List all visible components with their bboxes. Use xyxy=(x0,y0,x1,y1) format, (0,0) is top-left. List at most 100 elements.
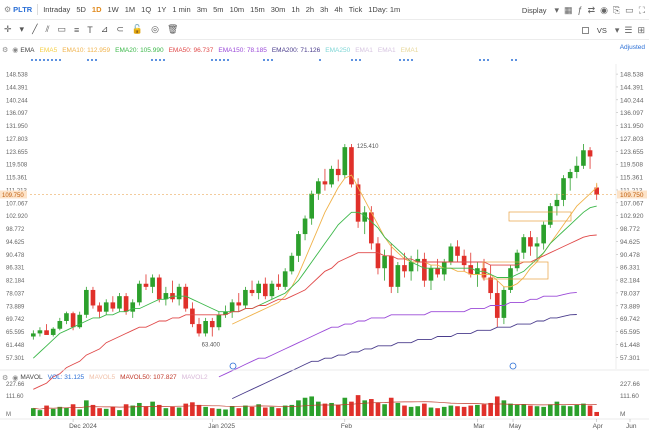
ema-legend-item: EMA10: 112.959 xyxy=(62,46,111,54)
volume-bar xyxy=(123,404,129,416)
shapes-tool-icon[interactable]: ▭ xyxy=(57,24,67,34)
timeframe-tab[interactable]: 3m xyxy=(196,5,208,14)
chevron-down-icon[interactable]: ▾ xyxy=(554,4,560,15)
eye-icon[interactable]: ◎ xyxy=(151,24,159,34)
timeframe-tabs: Intraday 5D 1D 1W 1M 1Q 1Y 1 min 3m 5m 10m 15m 30m 1h… xyxy=(40,5,403,14)
annotation-box xyxy=(508,211,572,222)
line-tool-icon[interactable]: ╱ xyxy=(32,24,38,34)
timeframe-tab[interactable]: 2h xyxy=(305,5,315,14)
trash-icon[interactable]: 🗑 xyxy=(166,24,179,34)
candle-body xyxy=(289,255,295,272)
minimize-icon[interactable]: ▭ xyxy=(625,4,634,15)
candle-body xyxy=(103,302,109,312)
layout-icon[interactable]: ☰ xyxy=(624,24,633,35)
candle-body xyxy=(342,147,348,176)
volume-axis-tick-left: 227.66 xyxy=(6,382,25,388)
toolbar-right: Display ▾ ▦ ƒ ⇄ ◉ ⎘ ▭ ⛶ xyxy=(519,0,645,20)
camera-icon[interactable]: ◉ xyxy=(600,4,608,15)
compare-icon[interactable]: ⇄ xyxy=(587,4,596,15)
price-axis-tick-left: 94.625 xyxy=(6,240,25,246)
timeframe-tab[interactable]: 5m xyxy=(213,5,224,14)
volume-bar xyxy=(97,408,102,416)
volume-bar xyxy=(567,406,573,416)
ticker-box[interactable]: ⚙ PLTR xyxy=(0,5,35,14)
timeframe-tab[interactable]: Intraday xyxy=(43,5,71,14)
volume-bar xyxy=(223,409,228,416)
volume-bar xyxy=(349,401,354,416)
volume-bar xyxy=(355,395,361,416)
volume-bar xyxy=(70,404,76,416)
settings-gear-icon[interactable]: ⚙ xyxy=(2,374,9,382)
volume-bar xyxy=(382,404,387,416)
expand-icon[interactable]: ⛶ xyxy=(638,4,645,15)
indicator-dot xyxy=(483,59,485,61)
timeframe-tab[interactable]: 15m xyxy=(250,5,265,14)
volume-bar xyxy=(315,401,321,416)
display-button[interactable]: Display xyxy=(521,5,547,15)
timeframe-tab[interactable]: Tick xyxy=(348,5,363,14)
last-price-label: 109.750 xyxy=(620,192,644,199)
candle-body xyxy=(117,296,122,309)
magnet-icon[interactable]: ⊂ xyxy=(116,24,124,34)
vs-label: VS xyxy=(596,25,607,35)
timeframe-tab[interactable]: 1D xyxy=(91,5,102,14)
ticker-symbol[interactable]: PLTR xyxy=(13,5,33,14)
cursor-dropdown-icon[interactable]: ▾ xyxy=(19,24,25,34)
chevron-down-icon[interactable]: ▾ xyxy=(614,24,620,35)
fx-icon[interactable]: ƒ xyxy=(577,4,583,15)
timeframe-tab[interactable]: 1W xyxy=(107,5,119,14)
volume-bar xyxy=(402,405,407,416)
earnings-marker-icon xyxy=(229,362,237,370)
settings-gear-icon[interactable]: ⚙ xyxy=(4,5,12,14)
lock-icon[interactable]: 🔓 xyxy=(131,24,144,34)
timeframe-tab[interactable]: 1 min xyxy=(172,5,191,14)
volume-bar xyxy=(435,408,440,416)
candle-body xyxy=(150,277,155,287)
timeframe-tab[interactable]: 10m xyxy=(229,5,245,14)
eye-icon[interactable]: ◉ xyxy=(12,47,19,54)
candle-body xyxy=(402,265,407,272)
price-axis-tick-left: 90.478 xyxy=(6,253,25,259)
timeframe-tab[interactable]: 1Q xyxy=(141,5,152,14)
candle-body xyxy=(335,168,341,176)
low-annotation: 63.400 xyxy=(202,342,221,348)
settings-gear-icon[interactable]: ⚙ xyxy=(2,47,9,54)
timeframe-tab[interactable]: 4h xyxy=(334,5,343,14)
indicator-dot xyxy=(487,59,489,61)
candle-body xyxy=(156,277,162,300)
price-axis-tick: 123.655 xyxy=(620,149,644,156)
volume-bar xyxy=(170,406,175,416)
adjusted-button[interactable]: Adjusted xyxy=(619,44,645,51)
eye-icon[interactable]: ◉ xyxy=(12,374,19,382)
indicator-dot xyxy=(87,59,89,61)
volume-bar xyxy=(190,402,195,416)
candle-body xyxy=(581,150,586,166)
share-icon[interactable]: ⎘ xyxy=(612,4,621,15)
timeframe-tab[interactable]: 1Y xyxy=(157,5,167,14)
timeframe-tab[interactable]: 30m xyxy=(270,5,286,14)
timeframe-tab[interactable]: 1h xyxy=(291,5,300,14)
channel-tool-icon[interactable]: ⫽ xyxy=(45,24,50,34)
timeframe-tab[interactable]: 3h xyxy=(320,5,329,14)
timeframe-tab[interactable]: 1M xyxy=(124,5,136,14)
volume-bar xyxy=(514,404,520,416)
indicator-dot xyxy=(43,59,45,61)
crosshair-icon[interactable]: ✛ xyxy=(4,24,12,34)
measure-tool-icon[interactable]: ⊿ xyxy=(100,24,109,34)
candle-body xyxy=(163,293,169,300)
volume-bar xyxy=(30,408,36,416)
vs-checkbox[interactable] xyxy=(581,26,589,34)
volume-bar xyxy=(468,405,474,416)
indicator-dot xyxy=(411,59,413,61)
indicator-dot xyxy=(267,59,269,61)
fib-tool-icon[interactable]: ≡ xyxy=(74,24,80,35)
timeframe-tab[interactable]: 5D xyxy=(76,5,86,14)
text-tool-icon[interactable]: T xyxy=(87,24,93,35)
high-annotation: 125.410 xyxy=(357,144,379,150)
price-axis-tick-left: 78.037 xyxy=(6,291,25,297)
price-chart[interactable]: 148.538 144.391 140.244 136.097 131.950 127.8… xyxy=(0,64,649,434)
timeframe-tab[interactable]: 1Day: 1m xyxy=(368,5,401,14)
window-icon[interactable]: ⊞ xyxy=(637,24,645,35)
candle-body xyxy=(315,181,321,194)
grid-icon[interactable]: ▦ xyxy=(564,4,573,15)
